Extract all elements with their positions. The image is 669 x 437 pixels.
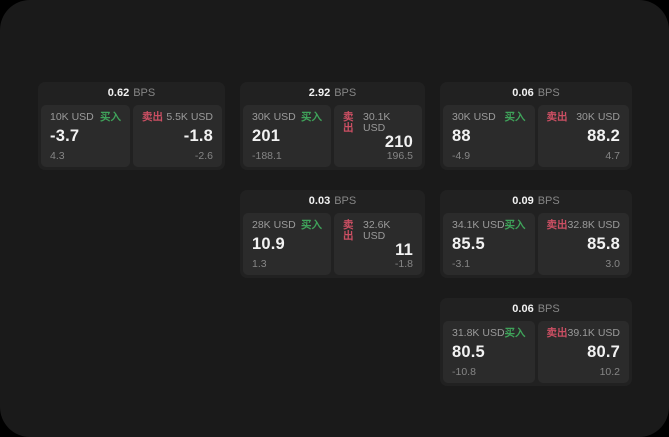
- sell-sub-value: -1.8: [394, 257, 413, 270]
- sell-label: 卖出: [546, 327, 568, 339]
- spread-header: 0.62 BPS: [38, 82, 225, 105]
- quote-card: 2.92 BPS 30K USD 买入 201 -188.1 卖出 30.1K …: [240, 82, 425, 170]
- buy-panel[interactable]: 34.1K USD 买入 85.5 -3.1: [443, 213, 535, 275]
- quote-panels: 34.1K USD 买入 85.5 -3.1 卖出 32.8K USD 85.8…: [440, 213, 632, 275]
- spread-unit: BPS: [334, 195, 357, 207]
- buy-amount: 30K USD: [452, 111, 496, 123]
- buy-label: 买入: [504, 219, 526, 231]
- sell-amount: 39.1K USD: [567, 327, 621, 339]
- quote-card: 0.09 BPS 34.1K USD 买入 85.5 -3.1 卖出 32.8K…: [440, 190, 632, 278]
- buy-sub-value: -188.1: [252, 149, 282, 162]
- sell-label: 卖出: [343, 219, 354, 242]
- spread-value: 2.92: [308, 87, 331, 99]
- quote-card: 0.62 BPS 10K USD 买入 -3.7 4.3 卖出 5.5K USD: [38, 82, 225, 170]
- sell-price: 11: [395, 240, 413, 259]
- spread-value: 0.09: [512, 195, 534, 207]
- quote-card: 0.06 BPS 31.8K USD 买入 80.5 -10.8 卖出 39.1…: [440, 298, 632, 386]
- buy-price: 201: [252, 127, 281, 146]
- spread-header: 0.09 BPS: [440, 190, 632, 213]
- buy-price: -3.7: [50, 127, 80, 146]
- spread-unit: BPS: [537, 195, 560, 207]
- sell-panel[interactable]: 卖出 39.1K USD 80.7 10.2: [537, 321, 629, 383]
- buy-price: 85.5: [452, 235, 485, 254]
- sell-price: -1.8: [183, 127, 213, 146]
- sell-amount: 32.8K USD: [567, 219, 621, 231]
- buy-amount: 31.8K USD: [452, 327, 505, 339]
- quote-panels: 30K USD 买入 88 -4.9 卖出 30K USD 88.2 4.7: [440, 105, 632, 167]
- quote-panels: 28K USD 买入 10.9 1.3 卖出 32.6K USD 11 -1.8: [240, 213, 425, 275]
- buy-sub-value: -3.1: [452, 257, 471, 270]
- buy-panel[interactable]: 30K USD 买入 88 -4.9: [443, 105, 535, 167]
- buy-label: 买入: [301, 111, 322, 123]
- sell-sub-value: 196.5: [386, 149, 413, 162]
- spread-header: 0.06 BPS: [440, 298, 632, 321]
- buy-sub-value: -10.8: [452, 365, 476, 378]
- buy-amount: 10K USD: [50, 111, 94, 123]
- sell-panel[interactable]: 卖出 30.1K USD 210 196.5: [334, 105, 422, 167]
- sell-panel[interactable]: 卖出 5.5K USD -1.8 -2.6: [133, 105, 222, 167]
- buy-panel[interactable]: 31.8K USD 买入 80.5 -10.8: [443, 321, 535, 383]
- quote-card: 0.06 BPS 30K USD 买入 88 -4.9 卖出 30K USD: [440, 82, 632, 170]
- sell-sub-value: 10.2: [599, 365, 620, 378]
- quote-card: 0.03 BPS 28K USD 买入 10.9 1.3 卖出 32.6K US…: [240, 190, 425, 278]
- sell-amount: 32.6K USD: [362, 219, 391, 242]
- sell-price: 88.2: [587, 127, 620, 146]
- buy-amount: 30K USD: [252, 111, 296, 123]
- spread-unit: BPS: [537, 87, 560, 99]
- spread-value: 0.03: [308, 195, 331, 207]
- buy-label: 买入: [504, 327, 526, 339]
- buy-panel[interactable]: 30K USD 买入 201 -188.1: [243, 105, 331, 167]
- sell-sub-value: 4.7: [605, 149, 620, 162]
- sell-sub-value: 3.0: [605, 257, 620, 270]
- spread-unit: BPS: [334, 87, 357, 99]
- spread-unit: BPS: [133, 87, 156, 99]
- buy-price: 80.5: [452, 343, 485, 362]
- spread-value: 0.06: [512, 303, 534, 315]
- sell-label: 卖出: [546, 219, 568, 231]
- sell-panel[interactable]: 卖出 32.8K USD 85.8 3.0: [537, 213, 629, 275]
- spread-unit: BPS: [537, 303, 560, 315]
- buy-panel[interactable]: 10K USD 买入 -3.7 4.3: [41, 105, 130, 167]
- sell-amount: 30.1K USD: [362, 111, 391, 134]
- spread-value: 0.62: [107, 87, 130, 99]
- buy-price: 88: [452, 127, 471, 146]
- quote-panels: 10K USD 买入 -3.7 4.3 卖出 5.5K USD -1.8 -2.…: [38, 105, 225, 167]
- sell-price: 80.7: [587, 343, 620, 362]
- buy-amount: 28K USD: [252, 219, 296, 231]
- spread-header: 2.92 BPS: [240, 82, 425, 105]
- sell-amount: 5.5K USD: [166, 111, 213, 123]
- spread-value: 0.06: [512, 87, 534, 99]
- quote-panels: 31.8K USD 买入 80.5 -10.8 卖出 39.1K USD 80.…: [440, 321, 632, 383]
- buy-sub-value: 4.3: [50, 149, 65, 162]
- sell-panel[interactable]: 卖出 30K USD 88.2 4.7: [537, 105, 629, 167]
- spread-header: 0.03 BPS: [240, 190, 425, 213]
- sell-panel[interactable]: 卖出 32.6K USD 11 -1.8: [334, 213, 422, 275]
- buy-sub-value: 1.3: [252, 257, 267, 270]
- quote-panels: 30K USD 买入 201 -188.1 卖出 30.1K USD 210 1…: [240, 105, 425, 167]
- sell-label: 卖出: [343, 111, 354, 134]
- sell-price: 210: [384, 132, 413, 151]
- buy-sub-value: -4.9: [452, 149, 471, 162]
- sell-price: 85.8: [587, 235, 620, 254]
- buy-label: 买入: [100, 111, 121, 123]
- buy-panel[interactable]: 28K USD 买入 10.9 1.3: [243, 213, 331, 275]
- sell-sub-value: -2.6: [194, 149, 213, 162]
- buy-amount: 34.1K USD: [452, 219, 505, 231]
- sell-label: 卖出: [546, 111, 568, 123]
- buy-price: 10.9: [252, 235, 285, 254]
- buy-label: 买入: [504, 111, 526, 123]
- sell-label: 卖出: [142, 111, 163, 123]
- sell-amount: 30K USD: [576, 111, 620, 123]
- spread-header: 0.06 BPS: [440, 82, 632, 105]
- buy-label: 买入: [301, 219, 322, 231]
